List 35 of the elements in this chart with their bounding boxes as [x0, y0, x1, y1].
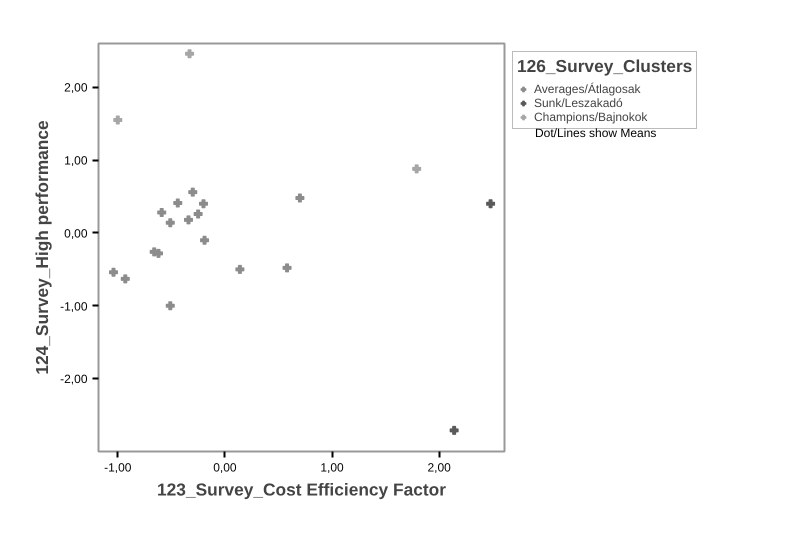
point: [295, 193, 304, 202]
point: [173, 198, 182, 208]
x-axis-title: 123_Survey_Cost Efficiency Factor: [157, 480, 446, 500]
point: [282, 263, 292, 272]
y-axis-title: 124_Survey_High performance: [32, 120, 52, 375]
x-tick-label: 2,00: [427, 460, 452, 474]
x-tick-label: 0,00: [213, 460, 237, 474]
y-tick-label: 0,00: [64, 226, 88, 240]
point: [198, 199, 208, 208]
y-tick-label: 1,00: [64, 154, 88, 168]
legend-title: 126_Survey_Clusters: [517, 56, 692, 77]
point: [113, 116, 122, 124]
legend-label: Averages/Átlagosak: [534, 82, 642, 96]
point: [486, 199, 496, 208]
text: Dot/Lines show Means: [535, 125, 656, 142]
point: [184, 215, 193, 224]
x-tick-label: 1,00: [320, 460, 344, 474]
point: [185, 49, 194, 58]
point: [412, 164, 422, 174]
y-tick-label: -1,00: [60, 299, 88, 314]
point: [450, 426, 459, 435]
point: [166, 301, 175, 310]
legend-label: Sunk/Leszakadó: [534, 96, 624, 110]
y-tick-label: -2,00: [60, 372, 88, 386]
point: [200, 236, 210, 245]
y-tick-label: 2,00: [64, 80, 88, 95]
legend-label: Champions/Bajnokok: [534, 110, 648, 124]
point: [120, 274, 130, 284]
x-tick-label: -1,00: [104, 460, 132, 474]
point: [194, 209, 203, 218]
point: [157, 208, 166, 218]
point: [188, 188, 198, 197]
point: [166, 218, 175, 228]
point: [108, 268, 118, 277]
point: [235, 264, 244, 274]
